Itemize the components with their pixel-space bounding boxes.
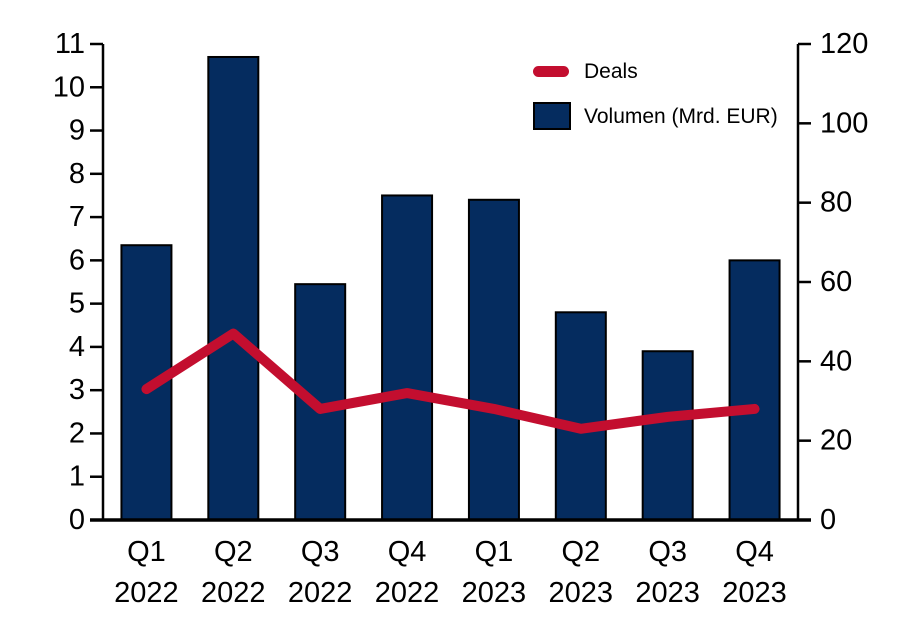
right-axis-tick-label: 80 [820, 187, 852, 219]
x-label-year: 2022 [288, 577, 353, 609]
volumen-bar-swatch [533, 102, 571, 130]
legend-label-volumen: Volumen (Mrd. EUR) [584, 104, 778, 128]
legend-item-deals: Deals [533, 57, 778, 85]
left-axis-tick-label: 6 [69, 244, 85, 276]
x-label-quarter: Q4 [388, 536, 427, 568]
x-label-year: 2022 [114, 577, 179, 609]
right-axis-tick-label: 120 [820, 28, 868, 60]
left-axis-tick-label: 8 [69, 158, 85, 190]
left-axis-tick-label: 0 [69, 504, 85, 536]
x-label-quarter: Q1 [127, 536, 166, 568]
right-axis-tick-label: 60 [820, 266, 852, 298]
volumen-bar [641, 350, 694, 521]
x-label-year: 2023 [462, 577, 527, 609]
legend-item-volumen: Volumen (Mrd. EUR) [533, 102, 778, 130]
x-label-quarter: Q4 [735, 536, 774, 568]
x-label-quarter: Q3 [301, 536, 340, 568]
volumen-bar [207, 55, 260, 522]
left-axis-tick-label: 3 [69, 374, 85, 406]
deals-line-swatch [533, 65, 569, 77]
left-axis-tick-label: 1 [69, 461, 85, 493]
x-label-year: 2023 [722, 577, 787, 609]
legend: Deals Volumen (Mrd. EUR) [533, 57, 778, 130]
left-axis-tick-label: 9 [69, 115, 85, 147]
x-label-quarter: Q2 [561, 536, 600, 568]
volumen-bar [467, 198, 520, 521]
x-label-quarter: Q2 [214, 536, 253, 568]
right-axis-tick-label: 20 [820, 425, 852, 457]
deals-line [141, 328, 760, 434]
x-label-quarter: Q3 [648, 536, 687, 568]
left-axis-tick-label: 11 [55, 28, 85, 60]
volumen-bar [728, 259, 781, 521]
right-axis-tick-label: 100 [820, 107, 868, 139]
x-label-year: 2022 [375, 577, 440, 609]
left-axis-tick-label: 7 [69, 201, 85, 233]
left-axis-tick-label: 5 [69, 288, 85, 320]
left-axis-tick-label: 4 [69, 331, 85, 363]
volumen-bar [554, 311, 607, 522]
x-label-year: 2023 [549, 577, 614, 609]
x-label-year: 2022 [201, 577, 266, 609]
right-axis-tick-label: 0 [820, 504, 836, 536]
left-axis-tick-label: 2 [69, 417, 85, 449]
right-axis-tick-label: 40 [820, 345, 852, 377]
x-label-year: 2023 [635, 577, 700, 609]
x-label-quarter: Q1 [475, 536, 514, 568]
volumen-bar [381, 194, 434, 521]
legend-label-deals: Deals [584, 59, 638, 83]
left-axis-tick-label: 10 [53, 71, 85, 103]
